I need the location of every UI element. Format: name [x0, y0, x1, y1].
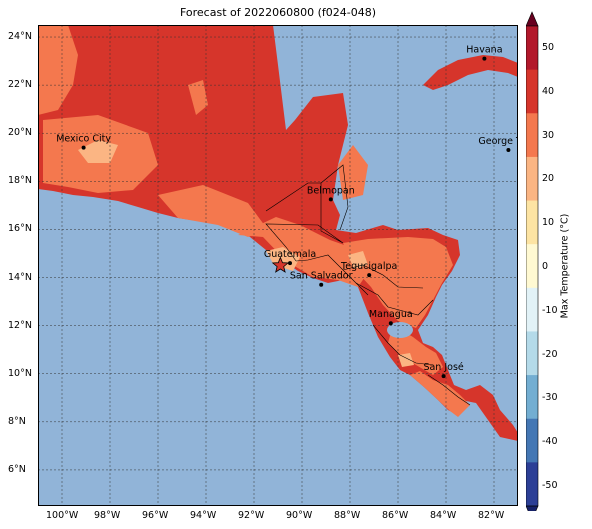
colorbar-min-extension	[526, 505, 539, 511]
city-label: Tegucigalpa	[340, 261, 397, 272]
star-icon	[271, 256, 290, 273]
longitude-tick-label: 96°W	[142, 510, 169, 521]
colorbar-tick-label: 30	[542, 129, 555, 141]
longitude-tick-label: 88°W	[334, 510, 361, 521]
city-dot	[328, 197, 333, 202]
colorbar-tick-label: 40	[542, 85, 555, 97]
longitude-tick-label: 92°W	[238, 510, 265, 521]
latitude-tick-label: 16°N	[8, 223, 32, 235]
forecast-map: Havana Mexico City George Town Belmopan Guat…	[38, 25, 518, 506]
colorbar-tick-label: 0	[542, 261, 549, 272]
colorbar-max-extension	[526, 11, 539, 27]
colorbar-segment	[526, 331, 538, 376]
lake-nicaragua	[387, 322, 413, 338]
longitude-tick-label: 100°W	[46, 510, 79, 521]
city-label: San Salvador	[290, 271, 353, 282]
city-dot	[288, 261, 292, 266]
colorbar-outline	[526, 25, 539, 507]
colorbar-tick-label: -40	[542, 436, 558, 448]
land-cuba	[423, 55, 518, 90]
city-dot	[319, 282, 324, 287]
colorbar-segment	[526, 200, 538, 245]
map-panel: Havana Mexico City George Town Belmopan Guat…	[38, 25, 518, 506]
latitude-tick-label: 10°N	[8, 367, 32, 379]
colorbar-tick-label: 20	[542, 173, 555, 185]
city-dot	[506, 148, 511, 153]
city-label: Belmopan	[307, 185, 355, 196]
colorbar	[526, 11, 539, 511]
city-label: Havana	[466, 45, 502, 56]
colorbar-tick-label: 50	[542, 42, 555, 53]
latitude-tick-label: 22°N	[8, 79, 32, 91]
latitude-tick-label: 20°N	[8, 127, 32, 139]
colorbar-segment	[526, 375, 538, 420]
longitude-tick-label: 86°W	[382, 510, 409, 521]
colorbar-segment	[526, 113, 538, 158]
map-border	[38, 25, 518, 506]
colorbar-segment	[526, 418, 538, 463]
longitude-tick-label: 94°W	[190, 510, 217, 521]
city-label: Guatemala	[264, 249, 316, 260]
colorbar-segment	[526, 156, 538, 202]
city-dot	[482, 56, 487, 61]
city-dot	[81, 145, 86, 150]
city-dot	[388, 321, 393, 326]
city-dot	[441, 374, 446, 379]
latitude-tick-label: 8°N	[8, 415, 26, 427]
latitude-tick-label: 24°N	[8, 31, 32, 43]
latitude-tick-label: 14°N	[8, 271, 32, 283]
longitude-tick-label: 82°W	[478, 510, 505, 521]
colorbar-tick-label: -50	[542, 480, 558, 491]
city-label: Mexico City	[56, 134, 111, 145]
latitude-tick-label: 12°N	[8, 319, 32, 331]
colorbar-segment	[526, 287, 538, 332]
colorbar-segment	[526, 69, 538, 114]
colorbar-segment	[526, 26, 538, 71]
colorbar-tick-label: -10	[542, 304, 558, 316]
graticule	[38, 25, 518, 506]
city-markers: Havana Mexico City George Town Belmopan Guat…	[56, 45, 518, 379]
map-title: Forecast of 2022060800 (f024-048)	[179, 6, 377, 19]
city-label: Managua	[369, 309, 413, 320]
colorbar-label: Max Temperature (°C)	[559, 213, 571, 319]
longitude-tick-label: 90°W	[286, 510, 313, 521]
city-dot	[367, 273, 372, 278]
city-label: San José	[423, 362, 463, 373]
colorbar-tick-label: 10	[542, 217, 555, 229]
colorbar-tick-label: -20	[542, 348, 558, 360]
colorbar-tick-label: -30	[542, 392, 558, 404]
longitude-tick-label: 84°W	[430, 510, 457, 521]
colorbar-segment	[526, 244, 538, 289]
colorbar-segment	[526, 462, 538, 507]
colorbar-scale	[526, 11, 539, 511]
latitude-tick-label: 18°N	[8, 175, 32, 187]
country-borders	[265, 164, 471, 406]
city-label: George Town	[478, 136, 518, 147]
latitude-tick-label: 6°N	[8, 463, 26, 475]
longitude-tick-label: 98°W	[94, 510, 121, 521]
